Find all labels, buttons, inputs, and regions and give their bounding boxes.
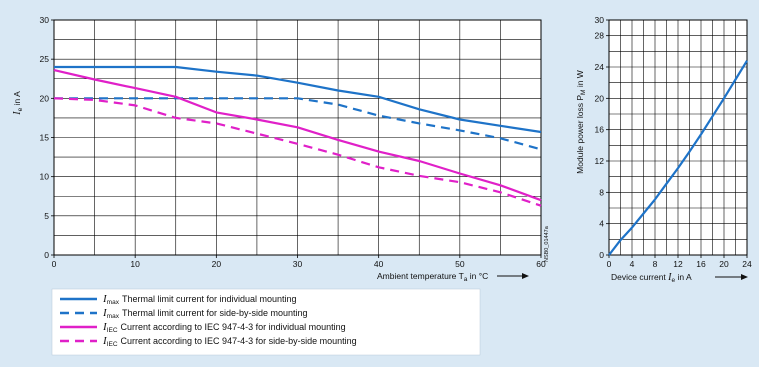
svg-text:Ambient temperature Ta in °C: Ambient temperature Ta in °C — [377, 271, 488, 283]
left-x-tick-label: 10 — [130, 259, 140, 269]
legend-label: Current according to IEC 947-4-3 for ind… — [121, 322, 346, 332]
right-xlabel-text: Device current — [611, 272, 668, 282]
right-x-tick-label: 16 — [696, 259, 706, 269]
legend-symbol: I — [102, 307, 108, 319]
left-series-line-2 — [54, 97, 542, 151]
left-series-line-3 — [53, 69, 542, 202]
left-y-tick-label: 5 — [44, 211, 49, 221]
right-ylabel-subscript: M — [580, 90, 587, 95]
left-side-note: NSB0_01447a — [544, 225, 550, 262]
right-x-tick-label: 24 — [742, 259, 752, 269]
right-x-tick-label: 0 — [607, 259, 612, 269]
left-x-tick-label: 50 — [455, 259, 465, 269]
legend-box — [51, 288, 481, 356]
left-ylabel-unit: in A — [12, 91, 22, 108]
left-y-tick-label: 20 — [40, 93, 50, 103]
legend-subscript: IEC — [107, 327, 118, 334]
right-x-axis-arrow-head — [741, 274, 748, 280]
right-ylabel-unit: in W — [575, 70, 585, 89]
right-y-tick-label: 20 — [595, 93, 605, 103]
left-series-lines — [53, 65, 542, 207]
legend: Imax Thermal limit current for individual… — [51, 288, 481, 356]
legend-symbol: I — [102, 293, 108, 305]
legend-symbol: I — [102, 321, 108, 333]
right-x-tick-label: 20 — [719, 259, 729, 269]
legend-label: Thermal limit current for individual mou… — [122, 294, 297, 304]
right-x-axis-label: Device current Ie in A — [611, 272, 748, 284]
svg-text:Device current Ie in A: Device current Ie in A — [611, 272, 692, 284]
left-x-axis-label: Ambient temperature Ta in °C — [377, 271, 529, 283]
left-y-tick-label: 10 — [40, 172, 50, 182]
left-series-line-1 — [54, 65, 542, 134]
left-axes-frame — [51, 19, 542, 258]
left-x-tick-label: 60 — [536, 259, 546, 269]
right-y-tick-label: 28 — [595, 31, 605, 41]
left-x-tick-label: 30 — [293, 259, 303, 269]
left-x-tick-label: 40 — [374, 259, 384, 269]
legend-symbol: I — [102, 335, 108, 347]
right-y-tick-label: 0 — [599, 250, 604, 260]
legend-subscript: max — [107, 313, 120, 320]
right-y-tick-label: 8 — [599, 187, 604, 197]
legend-item-1: Imax Thermal limit current for individual… — [102, 293, 297, 306]
left-x-tick-label: 0 — [52, 259, 57, 269]
left-y-tick-label: 0 — [44, 250, 49, 260]
right-ylabel-text: Module power loss P — [575, 95, 585, 174]
left-chart: 0 10 20 30 40 50 60 0 5 10 15 20 25 30 Ie in A Ambien… — [12, 15, 550, 283]
right-y-tick-label: 12 — [595, 156, 605, 166]
right-y-tick-label: 4 — [599, 219, 604, 229]
right-chart: 0 4 8 12 16 20 24 0 4 8 12 16 20 24 28 30 Module power … — [575, 15, 752, 284]
left-xlabel-subscript: a — [464, 276, 468, 283]
left-tick-labels: 0 10 20 30 40 50 60 0 5 10 15 20 25 30 — [40, 15, 546, 269]
left-xlabel-text: Ambient temperature T — [377, 271, 464, 281]
right-y-axis-label: Module power loss PM in W — [575, 70, 587, 174]
right-series-lines — [608, 60, 748, 256]
left-x-axis-arrow-head — [522, 273, 529, 279]
legend-item-4: IIEC Current according to IEC 947-4-3 for… — [102, 335, 357, 348]
left-y-tick-label: 25 — [40, 54, 50, 64]
right-y-tick-label: 16 — [595, 125, 605, 135]
legend-label: Thermal limit current for side-by-side m… — [122, 308, 308, 318]
right-xlabel-subscript: e — [672, 277, 676, 284]
right-xlabel-symbol: I — [667, 272, 672, 283]
left-y-axis-label: Ie in A — [12, 91, 24, 116]
legend-label: Current according to IEC 947-4-3 for sid… — [121, 336, 357, 346]
right-y-tick-label: 24 — [595, 62, 605, 72]
right-series-line-1 — [608, 60, 748, 256]
left-xlabel-unit: in °C — [467, 271, 488, 281]
left-y-tick-label: 30 — [40, 15, 50, 25]
left-y-tick-label: 15 — [40, 133, 50, 143]
left-x-tick-label: 20 — [212, 259, 222, 269]
right-axes-frame — [606, 19, 748, 258]
legend-subscript: max — [107, 299, 120, 306]
right-x-tick-label: 12 — [673, 259, 683, 269]
legend-subscript: IEC — [107, 341, 118, 348]
left-series-line-4 — [53, 97, 542, 207]
right-x-tick-label: 4 — [630, 259, 635, 269]
legend-item-3: IIEC Current according to IEC 947-4-3 for… — [102, 321, 346, 334]
left-ylabel-symbol: I — [12, 111, 23, 116]
legend-item-2: Imax Thermal limit current for side-by-si… — [102, 307, 308, 320]
right-x-tick-label: 8 — [653, 259, 658, 269]
right-y-tick-label: 30 — [595, 15, 605, 25]
left-ylabel-subscript: e — [17, 107, 24, 111]
right-tick-labels: 0 4 8 12 16 20 24 0 4 8 12 16 20 24 28 30 — [595, 15, 752, 269]
right-xlabel-unit: in A — [675, 272, 692, 282]
